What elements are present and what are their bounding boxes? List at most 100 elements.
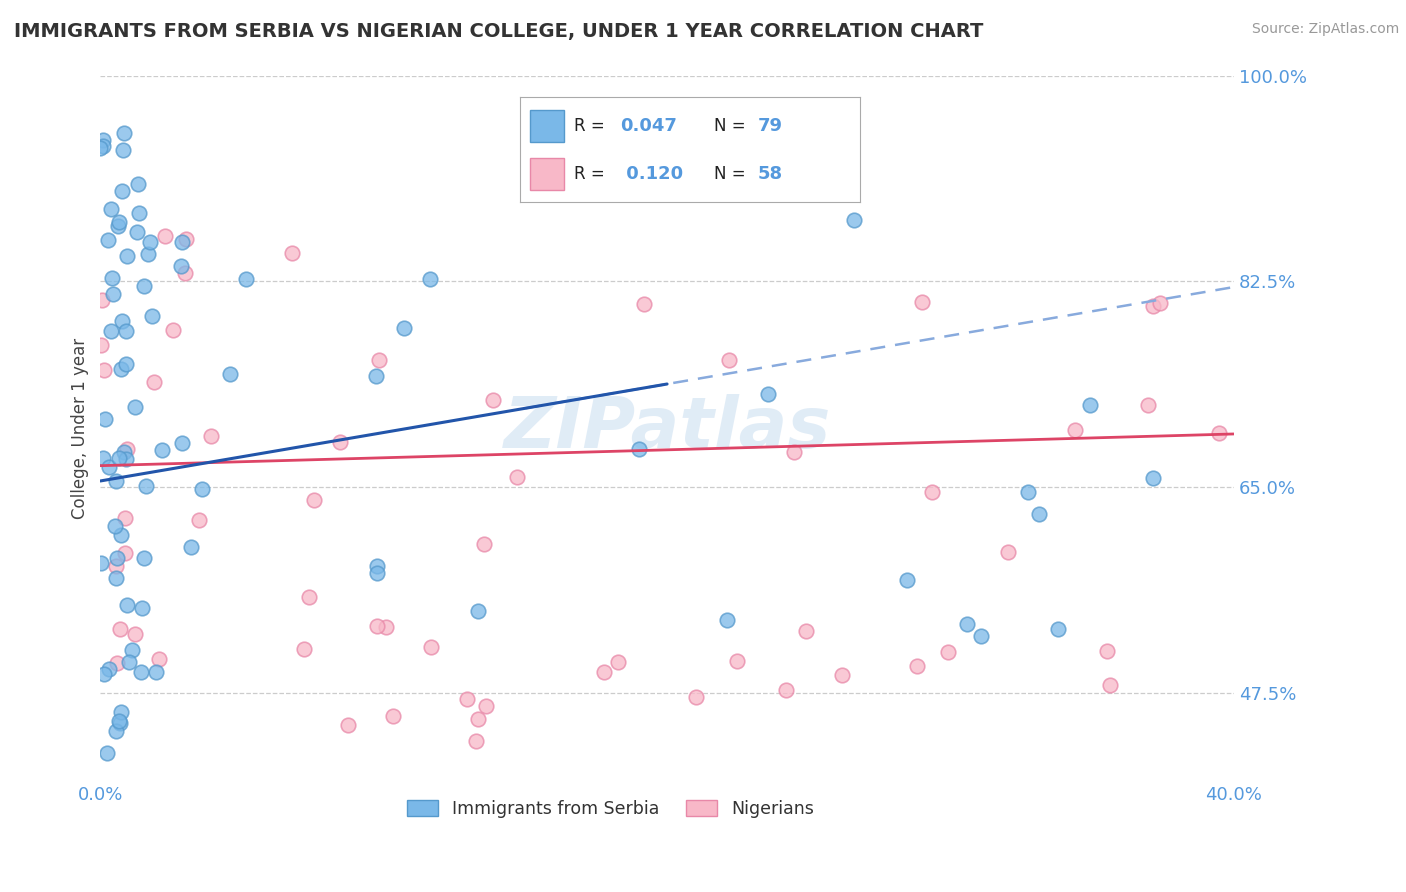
Point bbox=[108, 714, 131, 729]
Point bbox=[366, 559, 388, 574]
Point bbox=[1142, 299, 1164, 313]
Point bbox=[108, 715, 131, 730]
Point bbox=[456, 691, 478, 706]
Legend: Immigrants from Serbia, Nigerians: Immigrants from Serbia, Nigerians bbox=[401, 793, 821, 825]
Point bbox=[374, 619, 396, 633]
Point bbox=[100, 202, 122, 216]
Point bbox=[101, 270, 124, 285]
Text: IMMIGRANTS FROM SERBIA VS NIGERIAN COLLEGE, UNDER 1 YEAR CORRELATION CHART: IMMIGRANTS FROM SERBIA VS NIGERIAN COLLE… bbox=[14, 22, 983, 41]
Point bbox=[716, 613, 738, 627]
Point bbox=[717, 352, 740, 367]
Point bbox=[174, 232, 197, 246]
Point bbox=[111, 314, 134, 328]
Point bbox=[474, 698, 496, 713]
Point bbox=[114, 511, 136, 525]
Point bbox=[844, 212, 866, 227]
Point bbox=[90, 338, 112, 352]
Point bbox=[170, 436, 193, 450]
Point bbox=[970, 629, 993, 643]
Point bbox=[139, 235, 162, 249]
Point bbox=[114, 357, 136, 371]
Point bbox=[1136, 398, 1159, 412]
Point bbox=[115, 442, 138, 456]
Point bbox=[467, 604, 489, 618]
Point bbox=[685, 690, 707, 704]
Point bbox=[132, 550, 155, 565]
Point bbox=[129, 665, 152, 679]
Point bbox=[148, 652, 170, 666]
Point bbox=[110, 706, 132, 720]
Point bbox=[112, 143, 135, 157]
Point bbox=[381, 708, 404, 723]
Point bbox=[911, 295, 934, 310]
Point bbox=[191, 482, 214, 496]
Point bbox=[100, 324, 122, 338]
Point bbox=[110, 362, 132, 376]
Point bbox=[91, 139, 114, 153]
Point bbox=[1098, 678, 1121, 692]
Point bbox=[104, 558, 127, 573]
Point bbox=[105, 474, 128, 488]
Point bbox=[105, 656, 128, 670]
Point bbox=[200, 428, 222, 442]
Point bbox=[124, 627, 146, 641]
Point bbox=[93, 667, 115, 681]
Point bbox=[280, 246, 302, 260]
Point bbox=[110, 528, 132, 542]
Point bbox=[219, 367, 242, 381]
Point bbox=[936, 645, 959, 659]
Point bbox=[93, 363, 115, 377]
Point bbox=[127, 177, 149, 191]
Point bbox=[135, 478, 157, 492]
Text: ZIPatlas: ZIPatlas bbox=[503, 393, 831, 463]
Point bbox=[111, 184, 134, 198]
Point bbox=[302, 493, 325, 508]
Point bbox=[235, 272, 257, 286]
Text: Source: ZipAtlas.com: Source: ZipAtlas.com bbox=[1251, 22, 1399, 37]
Point bbox=[96, 746, 118, 760]
Point bbox=[465, 734, 488, 748]
Point bbox=[593, 665, 616, 680]
Point bbox=[467, 712, 489, 726]
Point bbox=[104, 519, 127, 533]
Point bbox=[1028, 507, 1050, 521]
Point bbox=[364, 369, 387, 384]
Point bbox=[98, 460, 121, 475]
Point bbox=[91, 450, 114, 465]
Point bbox=[292, 641, 315, 656]
Point bbox=[336, 718, 359, 732]
Point bbox=[896, 573, 918, 587]
Point bbox=[124, 400, 146, 414]
Point bbox=[110, 623, 132, 637]
Point bbox=[607, 656, 630, 670]
Point bbox=[775, 682, 797, 697]
Point bbox=[170, 235, 193, 250]
Point bbox=[150, 442, 173, 457]
Point bbox=[121, 643, 143, 657]
Point bbox=[1078, 398, 1101, 412]
Point bbox=[298, 590, 321, 604]
Point bbox=[1149, 295, 1171, 310]
Point bbox=[90, 556, 112, 570]
Point bbox=[174, 266, 197, 280]
Point bbox=[783, 444, 806, 458]
Point bbox=[1047, 622, 1070, 636]
Point bbox=[141, 309, 163, 323]
Point bbox=[104, 571, 127, 585]
Point bbox=[114, 324, 136, 338]
Point bbox=[633, 297, 655, 311]
Point bbox=[1208, 426, 1230, 441]
Point bbox=[905, 658, 928, 673]
Point bbox=[128, 206, 150, 220]
Point bbox=[136, 247, 159, 261]
Point bbox=[101, 286, 124, 301]
Point bbox=[170, 259, 193, 273]
Point bbox=[105, 550, 128, 565]
Point bbox=[105, 723, 128, 738]
Point bbox=[329, 435, 352, 450]
Point bbox=[153, 229, 176, 244]
Point bbox=[1097, 644, 1119, 658]
Point bbox=[756, 387, 779, 401]
Point bbox=[187, 514, 209, 528]
Point bbox=[94, 412, 117, 426]
